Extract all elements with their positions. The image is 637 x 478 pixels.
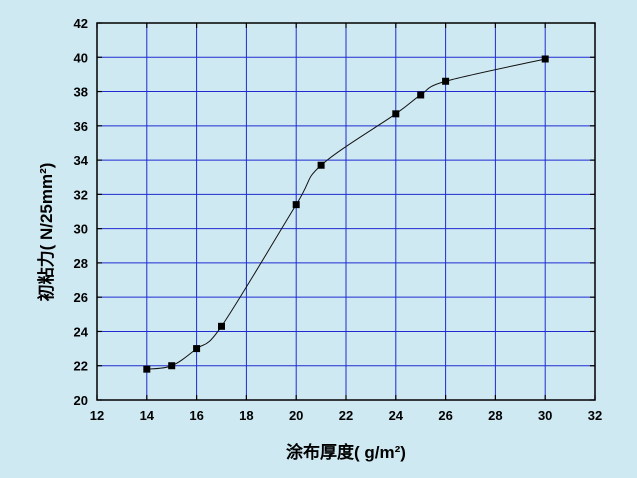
y-tick-label: 38 (74, 85, 88, 100)
x-tick-label: 22 (339, 408, 353, 423)
y-axis-title: 初粘力( N/25mm²) (36, 163, 56, 302)
fit-curve-line (146, 58, 546, 370)
x-tick-label: 24 (389, 408, 404, 423)
y-axis-ticks: 20 22 24 26 28 30 32 34 36 38 40 42 (74, 16, 595, 408)
grid (97, 23, 595, 400)
data-point (292, 201, 300, 209)
x-axis-title: 涂布厚度( g/m²) (286, 442, 406, 462)
fit-curve (146, 58, 546, 370)
y-tick-label: 20 (74, 393, 88, 408)
data-point (442, 77, 450, 85)
y-tick-label: 34 (74, 153, 89, 168)
x-tick-label: 16 (189, 408, 203, 423)
y-tick-label: 26 (74, 290, 88, 305)
x-tick-label: 32 (588, 408, 602, 423)
y-tick-label: 32 (74, 187, 88, 202)
x-axis-ticks: 12 14 16 18 20 22 24 26 28 30 32 (90, 23, 602, 423)
y-tick-label: 30 (74, 222, 88, 237)
data-point (193, 345, 201, 353)
y-tick-label: 24 (74, 324, 89, 339)
data-points (143, 55, 549, 373)
x-tick-label: 28 (488, 408, 502, 423)
x-tick-label: 26 (438, 408, 452, 423)
data-point (392, 110, 400, 118)
y-tick-label: 42 (74, 16, 88, 31)
x-tick-label: 12 (90, 408, 104, 423)
data-point (168, 362, 176, 370)
data-point (218, 322, 225, 330)
data-point (317, 161, 325, 169)
y-tick-label: 28 (74, 256, 88, 271)
x-tick-label: 18 (239, 408, 253, 423)
x-tick-label: 20 (289, 408, 303, 423)
y-tick-label: 22 (74, 359, 88, 374)
data-point (541, 55, 549, 63)
data-point (417, 91, 425, 99)
y-tick-label: 40 (74, 50, 88, 65)
x-tick-label: 30 (538, 408, 552, 423)
y-tick-label: 36 (74, 119, 88, 134)
data-point (143, 365, 151, 373)
x-tick-label: 14 (140, 408, 155, 423)
